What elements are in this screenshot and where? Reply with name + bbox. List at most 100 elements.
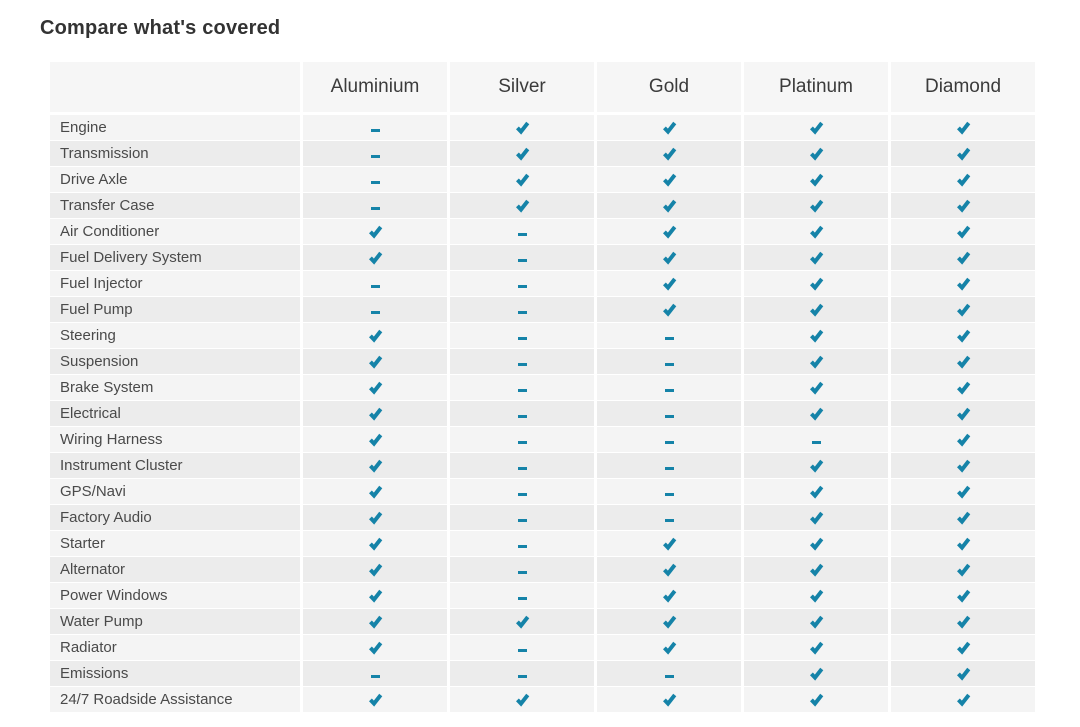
check-icon bbox=[662, 563, 676, 577]
dash-icon bbox=[517, 441, 527, 444]
check-icon bbox=[662, 537, 676, 551]
compare-coverage-page: Compare what's covered Aluminium Silver Go… bbox=[40, 17, 1035, 712]
covered-cell bbox=[597, 297, 741, 322]
table-row: Radiator bbox=[50, 635, 1035, 660]
check-icon bbox=[662, 615, 676, 629]
covered-cell bbox=[744, 661, 888, 686]
covered-cell bbox=[744, 219, 888, 244]
not-covered-cell bbox=[450, 557, 594, 582]
row-label: GPS/Navi bbox=[50, 479, 300, 504]
covered-cell bbox=[744, 115, 888, 140]
covered-cell bbox=[891, 219, 1035, 244]
covered-cell bbox=[597, 219, 741, 244]
check-icon bbox=[662, 121, 676, 135]
not-covered-cell bbox=[597, 323, 741, 348]
not-covered-cell bbox=[597, 479, 741, 504]
check-icon bbox=[809, 641, 823, 655]
covered-cell bbox=[744, 479, 888, 504]
covered-cell bbox=[597, 167, 741, 192]
dash-icon bbox=[517, 649, 527, 652]
check-icon bbox=[956, 225, 970, 239]
row-label: Alternator bbox=[50, 557, 300, 582]
check-icon bbox=[662, 303, 676, 317]
covered-cell bbox=[303, 635, 447, 660]
covered-cell bbox=[303, 219, 447, 244]
check-icon bbox=[809, 173, 823, 187]
page-title: Compare what's covered bbox=[40, 17, 281, 39]
check-icon bbox=[662, 147, 676, 161]
covered-cell bbox=[891, 375, 1035, 400]
dash-icon bbox=[517, 467, 527, 470]
covered-cell bbox=[744, 323, 888, 348]
table-row: 24/7 Roadside Assistance bbox=[50, 687, 1035, 712]
table-row: Steering bbox=[50, 323, 1035, 348]
check-icon bbox=[809, 147, 823, 161]
check-icon bbox=[515, 615, 529, 629]
check-icon bbox=[809, 537, 823, 551]
dash-icon bbox=[517, 259, 527, 262]
check-icon bbox=[368, 693, 382, 707]
row-label: Transmission bbox=[50, 141, 300, 166]
check-icon bbox=[956, 303, 970, 317]
check-icon bbox=[956, 251, 970, 265]
covered-cell bbox=[303, 427, 447, 452]
covered-cell bbox=[597, 531, 741, 556]
dash-icon bbox=[517, 389, 527, 392]
check-icon bbox=[809, 667, 823, 681]
not-covered-cell bbox=[450, 219, 594, 244]
row-label: Emissions bbox=[50, 661, 300, 686]
check-icon bbox=[956, 693, 970, 707]
coverage-table: Aluminium Silver Gold Platinum Diamond Engin… bbox=[50, 62, 1035, 712]
check-icon bbox=[809, 329, 823, 343]
covered-cell bbox=[303, 323, 447, 348]
check-icon bbox=[956, 199, 970, 213]
dash-icon bbox=[664, 519, 674, 522]
dash-icon bbox=[664, 389, 674, 392]
table-row: Starter bbox=[50, 531, 1035, 556]
row-label: Instrument Cluster bbox=[50, 453, 300, 478]
covered-cell bbox=[303, 531, 447, 556]
dash-icon bbox=[370, 207, 380, 210]
covered-cell bbox=[597, 557, 741, 582]
check-icon bbox=[809, 589, 823, 603]
dash-icon bbox=[517, 311, 527, 314]
check-icon bbox=[809, 381, 823, 395]
check-icon bbox=[515, 147, 529, 161]
covered-cell bbox=[744, 583, 888, 608]
check-icon bbox=[515, 199, 529, 213]
check-icon bbox=[956, 511, 970, 525]
covered-cell bbox=[303, 479, 447, 504]
covered-cell bbox=[303, 349, 447, 374]
table-row: Electrical bbox=[50, 401, 1035, 426]
covered-cell bbox=[891, 323, 1035, 348]
column-header: Silver bbox=[450, 62, 594, 112]
covered-cell bbox=[891, 609, 1035, 634]
dash-icon bbox=[517, 597, 527, 600]
row-label: Radiator bbox=[50, 635, 300, 660]
covered-cell bbox=[597, 635, 741, 660]
covered-cell bbox=[891, 167, 1035, 192]
covered-cell bbox=[744, 193, 888, 218]
covered-cell bbox=[303, 557, 447, 582]
covered-cell bbox=[744, 271, 888, 296]
table-row: Suspension bbox=[50, 349, 1035, 374]
check-icon bbox=[809, 459, 823, 473]
covered-cell bbox=[744, 687, 888, 712]
covered-cell bbox=[891, 245, 1035, 270]
check-icon bbox=[956, 641, 970, 655]
dash-icon bbox=[664, 363, 674, 366]
covered-cell bbox=[891, 583, 1035, 608]
covered-cell bbox=[597, 271, 741, 296]
dash-icon bbox=[517, 545, 527, 548]
not-covered-cell bbox=[303, 115, 447, 140]
table-row: Wiring Harness bbox=[50, 427, 1035, 452]
check-icon bbox=[809, 121, 823, 135]
check-icon bbox=[956, 615, 970, 629]
not-covered-cell bbox=[450, 245, 594, 270]
covered-cell bbox=[303, 401, 447, 426]
covered-cell bbox=[744, 557, 888, 582]
dash-icon bbox=[370, 181, 380, 184]
check-icon bbox=[662, 199, 676, 213]
dash-icon bbox=[517, 233, 527, 236]
covered-cell bbox=[303, 583, 447, 608]
